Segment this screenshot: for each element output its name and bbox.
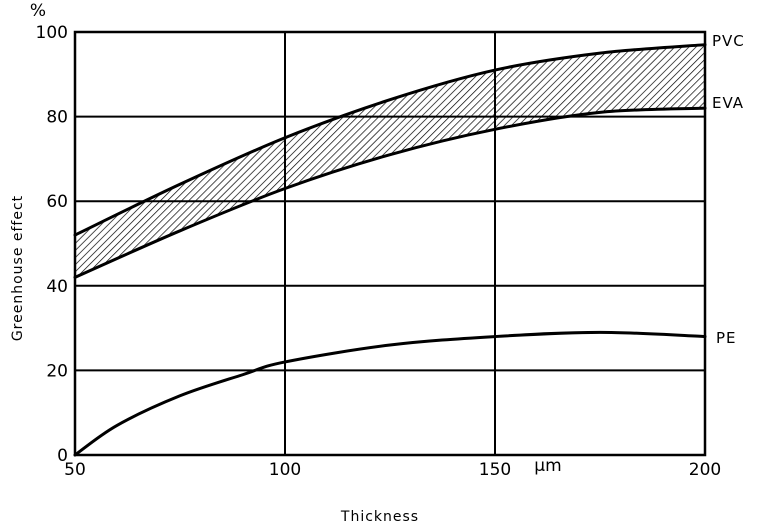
- x-tick-label-50: 50: [64, 460, 86, 480]
- y-axis-title: Greenhouse effect: [10, 195, 26, 341]
- tick-labels: 50 100 150 200 0 20 40 60 80 100: [36, 23, 722, 480]
- x-unit-label: μm: [534, 456, 561, 476]
- series-label-pe: PE: [716, 329, 737, 347]
- hatched-band-area: [75, 44, 705, 278]
- y-tick-label-60: 60: [46, 192, 68, 212]
- x-tick-label-200: 200: [689, 460, 721, 480]
- y-unit-label: %: [30, 1, 46, 21]
- y-tick-label-40: 40: [46, 277, 68, 297]
- y-tick-label-20: 20: [46, 361, 68, 381]
- shaded-band: [75, 44, 705, 278]
- series-label-eva: EVA: [712, 94, 744, 112]
- y-tick-label-80: 80: [46, 108, 68, 128]
- series-lines: PVC EVA PE: [73, 32, 745, 457]
- series-label-pvc: PVC: [712, 32, 745, 50]
- series-line-pe: [73, 330, 707, 457]
- x-axis-title: Thickness: [340, 509, 419, 525]
- x-tick-label-100: 100: [269, 460, 301, 480]
- x-tick-label-150: 150: [479, 460, 511, 480]
- y-tick-label-100: 100: [36, 23, 68, 43]
- series-line-pvc: [73, 43, 707, 237]
- series-line-eva: [73, 106, 707, 279]
- y-tick-label-0: 0: [57, 446, 68, 466]
